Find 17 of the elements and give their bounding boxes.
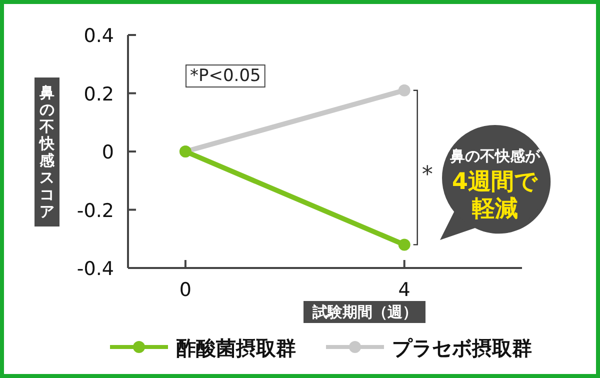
point	[398, 84, 410, 96]
annotation: 鼻の不快感が	[449, 147, 541, 165]
legend-label: 酢酸菌摂取群	[176, 336, 296, 360]
annotation: 4週間で	[452, 169, 538, 195]
y-axis-title: 鼻の不快感スコア	[38, 84, 56, 220]
y-tick-label: 0.4	[84, 25, 114, 47]
point	[398, 238, 410, 251]
y-tick-label: 0	[102, 142, 114, 164]
y-tick-label: -0.4	[76, 258, 114, 280]
annotation: *	[422, 162, 433, 188]
x-axis-title: 試験期間（週）	[312, 303, 418, 321]
annotation: 軽減	[471, 196, 518, 222]
y-tick-label: 0.2	[84, 83, 114, 106]
legend-label: プラセボ摂取群	[392, 336, 532, 360]
x-tick-label: 4	[398, 279, 410, 301]
y-tick-label: -0.2	[76, 200, 114, 222]
annotation: *P<0.05	[190, 66, 261, 86]
